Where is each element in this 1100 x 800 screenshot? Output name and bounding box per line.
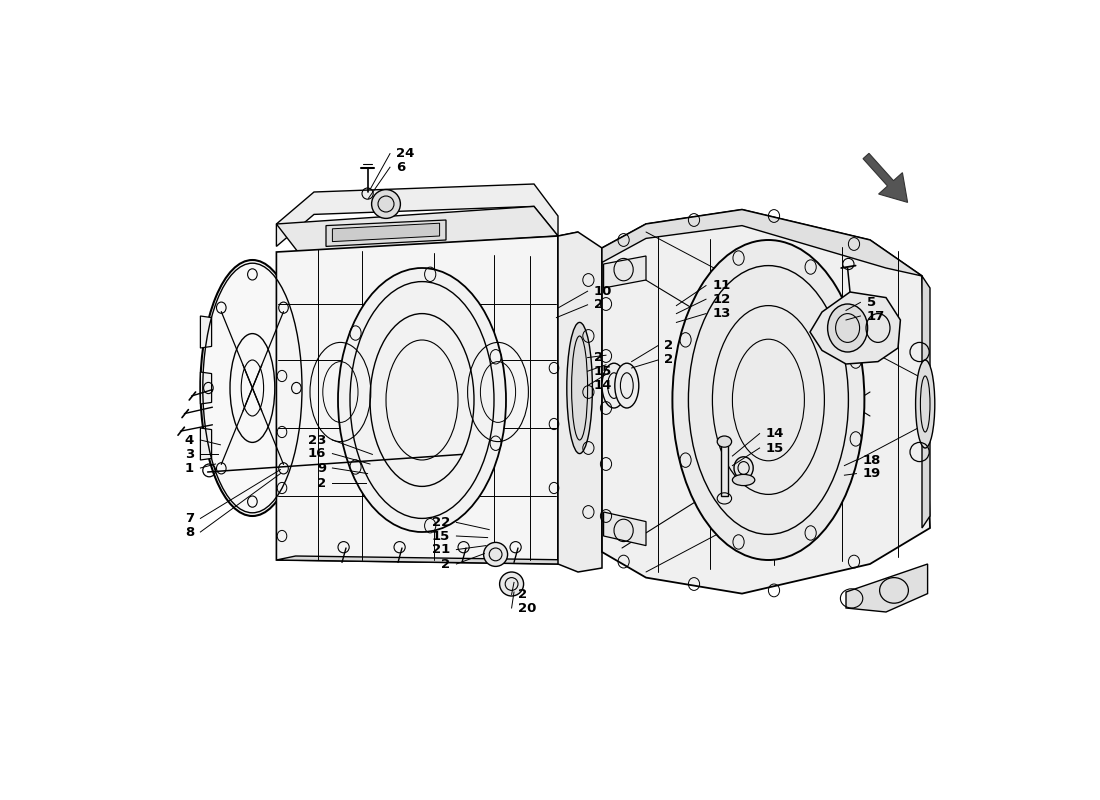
Polygon shape [332, 223, 440, 242]
Text: 6: 6 [396, 161, 406, 174]
Ellipse shape [733, 474, 755, 486]
Polygon shape [558, 232, 578, 564]
Text: 15: 15 [594, 365, 613, 378]
Text: 7: 7 [185, 512, 194, 525]
Text: 2: 2 [441, 558, 450, 570]
Polygon shape [200, 316, 211, 348]
Polygon shape [602, 210, 930, 594]
Polygon shape [722, 444, 727, 496]
Polygon shape [604, 512, 646, 546]
Polygon shape [276, 556, 578, 564]
Text: 4: 4 [185, 434, 194, 446]
Ellipse shape [200, 260, 305, 516]
Polygon shape [846, 564, 927, 612]
Text: 5: 5 [867, 296, 876, 309]
Ellipse shape [717, 436, 732, 447]
Ellipse shape [372, 190, 400, 218]
Polygon shape [276, 206, 558, 252]
Text: 22: 22 [431, 516, 450, 529]
Ellipse shape [566, 322, 593, 454]
Text: 11: 11 [713, 279, 730, 292]
Text: 23: 23 [308, 434, 326, 446]
Text: 12: 12 [713, 293, 730, 306]
Text: 19: 19 [862, 467, 881, 480]
Polygon shape [602, 210, 922, 276]
Ellipse shape [672, 240, 865, 560]
Text: 18: 18 [862, 454, 881, 466]
Text: 2: 2 [518, 588, 527, 601]
Text: 24: 24 [396, 147, 415, 160]
Text: 1: 1 [185, 462, 194, 474]
Polygon shape [200, 372, 211, 404]
Text: 21: 21 [431, 543, 450, 556]
Text: 2: 2 [594, 298, 603, 311]
Text: 2: 2 [594, 351, 603, 364]
Text: 9: 9 [317, 462, 326, 474]
Text: 2: 2 [664, 339, 673, 352]
Polygon shape [276, 236, 558, 564]
Text: 3: 3 [185, 448, 194, 461]
Text: 14: 14 [594, 379, 613, 392]
Ellipse shape [499, 572, 524, 596]
Text: 2: 2 [664, 354, 673, 366]
Ellipse shape [827, 304, 868, 352]
Polygon shape [558, 232, 602, 572]
Polygon shape [326, 220, 446, 246]
Text: 17: 17 [867, 310, 886, 322]
Polygon shape [922, 276, 930, 528]
Text: 14: 14 [766, 427, 784, 440]
Text: 8: 8 [185, 526, 194, 538]
Ellipse shape [915, 360, 935, 448]
Text: 20: 20 [518, 602, 537, 614]
Polygon shape [276, 184, 558, 246]
Ellipse shape [734, 457, 754, 479]
Text: 10: 10 [594, 285, 613, 298]
Polygon shape [604, 256, 646, 288]
Text: 15: 15 [766, 442, 784, 454]
Ellipse shape [484, 542, 507, 566]
Text: 16: 16 [308, 447, 326, 460]
Ellipse shape [602, 363, 626, 408]
Text: 15: 15 [431, 530, 450, 542]
Polygon shape [810, 292, 901, 364]
Ellipse shape [615, 363, 639, 408]
Text: 2: 2 [317, 477, 326, 490]
Text: 13: 13 [713, 307, 730, 320]
Ellipse shape [338, 268, 506, 532]
FancyArrow shape [864, 154, 907, 202]
Polygon shape [200, 428, 211, 460]
